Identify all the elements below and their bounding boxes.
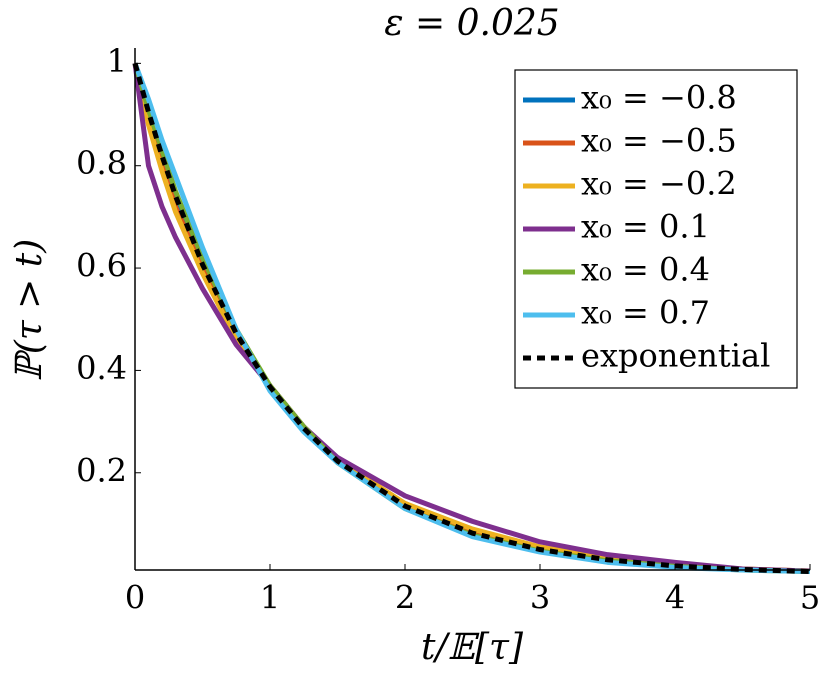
y-tick-label: 1 [107,42,127,80]
series-line [132,62,811,575]
legend-label: x₀ = 0.1 [581,208,710,246]
y-tick-label: 0.8 [76,144,127,182]
x-tick-label: 0 [125,579,145,617]
y-tick-label: 0.4 [76,349,127,387]
legend-label: x₀ = 0.7 [581,294,710,332]
x-axis-label: t/𝔼[τ] [421,627,524,668]
x-tick-label: 5 [800,579,820,617]
y-tick-label: 0.6 [76,247,127,285]
y-axis-label: ℙ(τ > t) [9,239,50,382]
x-tick-label: 1 [260,579,280,617]
x-tick-label: 2 [395,579,415,617]
legend-label: x₀ = −0.2 [581,165,737,203]
x-tick-label: 3 [530,579,550,617]
legend-label: exponential [581,337,770,375]
series-line [132,62,811,575]
x-tick-label: 4 [665,579,685,617]
y-tick-label: 0.2 [76,451,127,489]
chart-title: ε = 0.025 [384,3,559,44]
legend-label: x₀ = −0.5 [581,122,737,160]
legend-label: x₀ = −0.8 [581,79,737,117]
legend-label: x₀ = 0.4 [581,251,710,289]
